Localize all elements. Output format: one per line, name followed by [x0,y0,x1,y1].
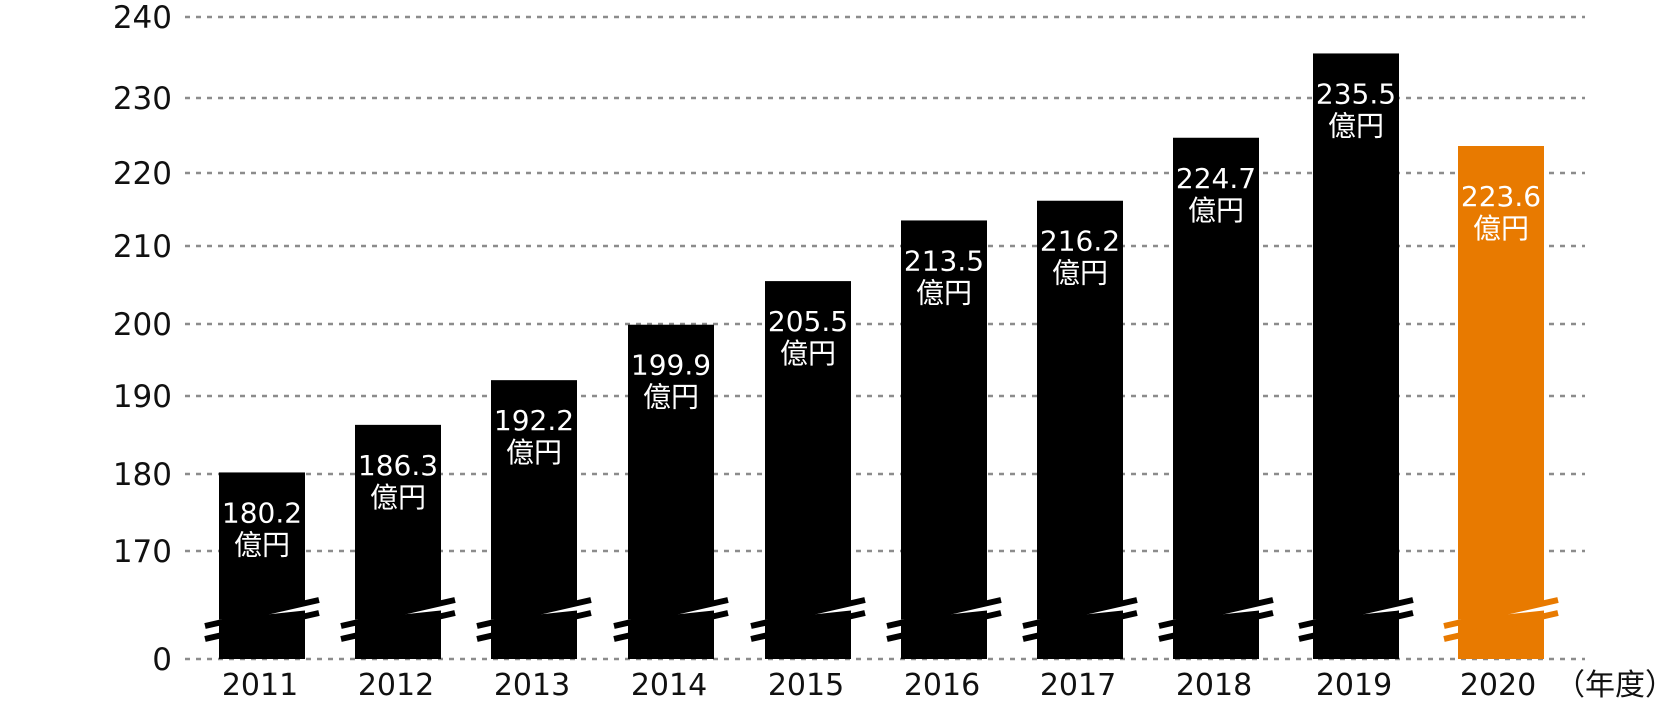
axis-break-mark [476,597,592,642]
x-tick-label: 2020 [1460,668,1536,703]
data-label-unit: 億円 [1328,109,1384,142]
axis-break-mark [340,597,456,642]
bar [1037,200,1123,660]
y-tick-label: 170 [113,534,172,570]
y-tick-label: 190 [113,379,172,415]
data-label-unit: 億円 [643,381,699,414]
x-tick-label: 2011 [222,668,298,703]
y-tick-label: 210 [113,229,172,265]
data-label-value: 192.2 [494,404,574,437]
data-label-value: 213.5 [904,244,984,277]
y-tick-label: 200 [113,307,172,343]
bar [1458,146,1544,659]
data-label-unit: 億円 [916,276,972,309]
bar [1313,53,1399,659]
data-label-value: 235.5 [1316,77,1396,110]
x-tick-label: 2016 [904,668,980,703]
bar [628,324,714,659]
x-axis-unit-label: （年度） [1555,668,1675,703]
x-tick-label: 2015 [768,668,844,703]
bars: 180.2億円186.3億円192.2億円199.9億円205.5億円213.5… [204,53,1559,660]
axis-break-mark [1022,597,1138,642]
x-tick-label: 2018 [1176,668,1252,703]
data-label-value: 224.7 [1176,162,1256,195]
x-axis-ticks: 2011 2012 2013 2014 2015 2016 2017 2018 2019 2020 [222,668,1536,703]
data-label-unit: 億円 [1052,257,1108,290]
y-tick-label: 0 [152,642,172,678]
x-tick-label: 2013 [494,668,570,703]
data-label-value: 223.6 [1461,180,1541,213]
data-label-value: 180.2 [222,496,302,529]
y-tick-label: 220 [113,156,172,192]
axis-break-mark [750,597,866,642]
bar [765,281,851,659]
data-label-value: 199.9 [631,349,711,382]
x-tick-label: 2017 [1040,668,1116,703]
axis-break-mark [1158,597,1274,642]
data-label-unit: 億円 [370,481,426,514]
axis-break-mark [613,597,729,642]
bar [901,220,987,659]
axis-break-mark [204,597,320,642]
axis-break-mark [886,597,1002,642]
x-tick-label: 2019 [1316,668,1392,703]
data-label-unit: 億円 [234,528,290,561]
y-tick-label: 180 [113,457,172,493]
data-label-unit: 億円 [506,436,562,469]
data-label-value: 205.5 [768,305,848,338]
axis-break-mark [1298,597,1414,642]
y-tick-label: 240 [113,0,172,36]
data-label-value: 216.2 [1040,225,1120,258]
y-axis-ticks: 240 230 220 210 200 190 180 170 0 [113,0,172,678]
y-tick-label: 230 [113,81,172,117]
x-tick-label: 2014 [631,668,707,703]
x-tick-label: 2012 [358,668,434,703]
data-label-unit: 億円 [1188,194,1244,227]
bar [1173,137,1259,659]
data-label-unit: 億円 [1473,212,1529,245]
data-label-unit: 億円 [780,337,836,370]
axis-break-mark [1443,597,1559,642]
data-label-value: 186.3 [358,449,438,482]
